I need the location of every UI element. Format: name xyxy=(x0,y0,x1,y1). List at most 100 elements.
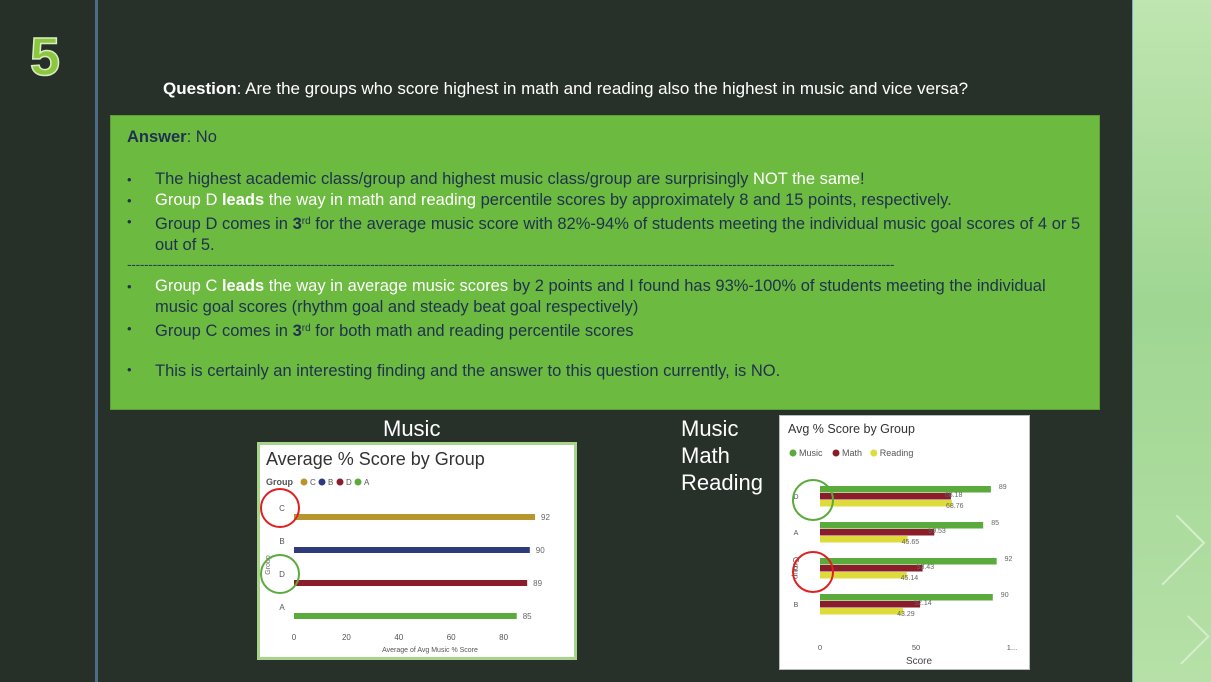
data-label: 90 xyxy=(1001,592,1009,599)
bar xyxy=(820,522,984,529)
music-bar-chart-svg: Average % Score by Group Group C B D A C 92 B 90 D… xyxy=(260,449,550,654)
legend-label: A xyxy=(364,478,370,487)
bar xyxy=(294,514,536,520)
bullet-item: Group D leads the way in math and readin… xyxy=(127,190,1087,211)
bar xyxy=(294,547,530,553)
answer-bullets-top: The highest academic class/group and hig… xyxy=(127,169,1087,256)
bar xyxy=(820,572,907,579)
data-label: 89 xyxy=(533,579,542,588)
left-sidebar-strip xyxy=(0,0,95,682)
x-tick-label: 50 xyxy=(912,643,920,652)
bullet-text: for the average music score with 82%-94%… xyxy=(155,215,1081,254)
music-bar-chart: Average % Score by Group Group C B D A C 92 B 90 D… xyxy=(257,442,577,660)
x-tick-label: 20 xyxy=(342,633,351,642)
divider-line: ----------------------------------------… xyxy=(127,256,895,272)
bar xyxy=(820,486,991,493)
answer-value: : No xyxy=(186,128,217,146)
bar xyxy=(820,601,921,608)
legend-label: Math xyxy=(842,448,862,458)
answer-label: Answer xyxy=(127,128,187,146)
legend-marker xyxy=(318,478,326,486)
bullet-bold: 3 xyxy=(292,322,302,340)
bullet-highlight: Group D xyxy=(155,191,222,209)
y-tick-label: D xyxy=(279,570,285,579)
data-label: 59.53 xyxy=(928,528,946,535)
highlight-circle xyxy=(260,554,300,594)
bullet-bold: 3 xyxy=(292,215,302,233)
bullet-item: Group C leads the way in average music s… xyxy=(127,276,1087,318)
y-axis-label: Group xyxy=(791,557,800,580)
answer-bullets-bottom: Group C leads the way in average music s… xyxy=(127,276,1087,342)
bullet-superscript: rd xyxy=(301,216,311,227)
x-tick-label: 40 xyxy=(394,633,403,642)
data-label: 45.65 xyxy=(902,539,920,546)
legend-title: Group xyxy=(266,477,293,487)
x-tick-label: 0 xyxy=(818,643,822,652)
highlight-circle xyxy=(792,479,834,521)
bullet-text: ! xyxy=(859,170,865,188)
data-label: 85 xyxy=(991,520,999,527)
y-tick-label: B xyxy=(794,602,799,609)
y-tick-label: D xyxy=(793,494,798,501)
bar xyxy=(820,594,993,601)
legend-marker xyxy=(300,478,308,486)
bar xyxy=(294,580,528,586)
data-label: 52.14 xyxy=(914,600,932,607)
legend-label: B xyxy=(328,478,333,487)
answer-heading: Answer: No xyxy=(127,128,217,147)
chart2-caption: Music Math Reading xyxy=(681,415,763,496)
chart-title: Average % Score by Group xyxy=(266,449,485,469)
caption-line: Reading xyxy=(681,470,763,495)
caption-line: Music xyxy=(681,416,739,441)
question-body: : Are the groups who score highest in ma… xyxy=(236,79,969,98)
highlight-circle xyxy=(792,551,834,593)
bullet-highlight-bold: leads xyxy=(221,277,265,295)
chart-title: Avg % Score by Group xyxy=(788,422,915,436)
legend-marker xyxy=(870,449,878,457)
bullet-text: The highest academic class/group and hig… xyxy=(155,170,753,188)
bar xyxy=(820,608,904,615)
bar xyxy=(820,493,951,500)
legend-marker xyxy=(789,449,797,457)
bullet-highlight: NOT the same xyxy=(752,170,860,188)
bullet-item: This is certainly an interesting finding… xyxy=(127,362,1087,381)
bullet-superscript: rd xyxy=(301,323,311,334)
legend-label: Music xyxy=(799,448,823,458)
question-text: Question: Are the groups who score highe… xyxy=(163,79,968,99)
x-axis-label: Score xyxy=(906,656,933,667)
bullet-highlight: the way in average music scores xyxy=(264,277,509,295)
bullet-highlight-bold: leads xyxy=(221,191,265,209)
legend-label: Reading xyxy=(880,448,914,458)
y-tick-label: A xyxy=(794,530,799,537)
x-tick-label: 1... xyxy=(1007,643,1017,652)
slide-number: 5 xyxy=(29,27,61,87)
legend-marker xyxy=(336,478,344,486)
data-label: 45.14 xyxy=(901,575,919,582)
question-label: Question xyxy=(163,79,237,98)
grouped-bar-chart-svg: Avg % Score by Group Music Math Reading D 89 6… xyxy=(788,422,1017,667)
chart1-caption: Music xyxy=(383,416,441,441)
bar xyxy=(820,565,923,572)
data-label: 92 xyxy=(541,513,550,522)
bullet-item: The highest academic class/group and hig… xyxy=(127,169,1087,190)
legend-marker xyxy=(832,449,840,457)
bullet-highlight: the way in math and reading xyxy=(264,191,477,209)
bar xyxy=(820,558,997,565)
answer-bullets-final: This is certainly an interesting finding… xyxy=(127,362,1087,381)
bar xyxy=(820,500,953,507)
y-axis-label: Group xyxy=(265,555,272,575)
legend-marker xyxy=(354,478,362,486)
bullet-text: Group C comes in xyxy=(155,322,293,340)
x-tick-label: 80 xyxy=(499,633,508,642)
y-tick-label: C xyxy=(279,504,285,513)
x-tick-label: 0 xyxy=(292,633,297,642)
data-label: 43.29 xyxy=(897,611,915,618)
data-label: 90 xyxy=(536,546,545,555)
bullet-text: This is certainly an interesting finding… xyxy=(155,362,781,380)
bar xyxy=(820,536,908,543)
x-tick-label: 60 xyxy=(447,633,456,642)
data-label: 68.18 xyxy=(945,492,963,499)
answer-box: Answer: No The highest academic class/gr… xyxy=(110,115,1100,410)
bar xyxy=(820,529,935,536)
legend-label: D xyxy=(346,478,352,487)
